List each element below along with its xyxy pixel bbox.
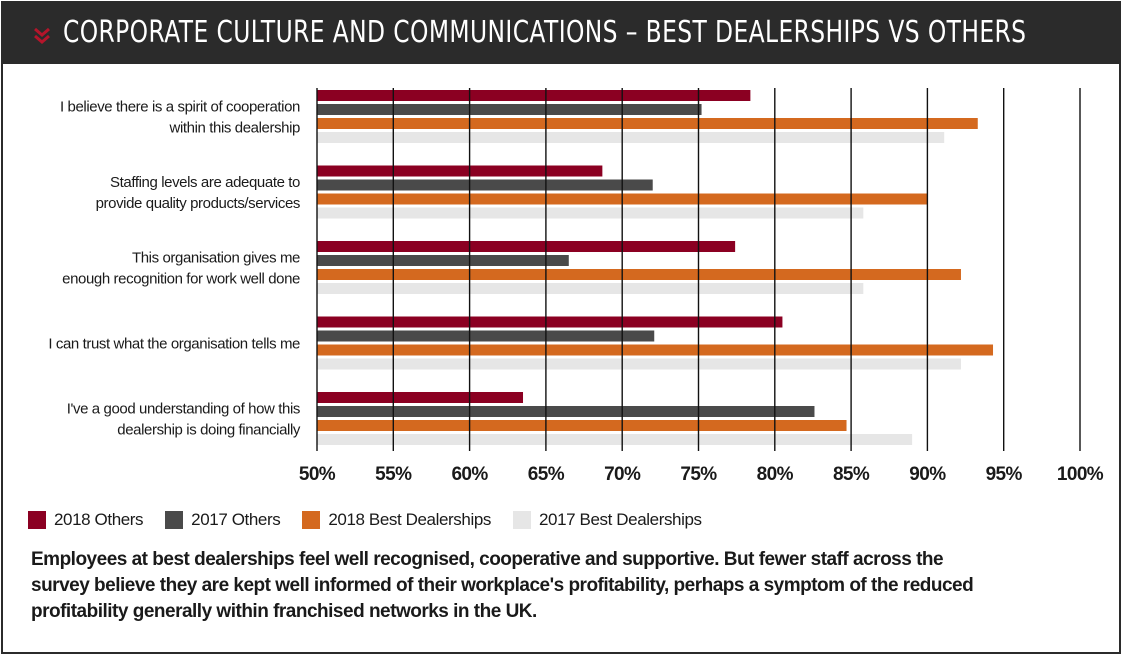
caption-line: survey believe they are kept well inform… [31, 575, 974, 596]
legend-swatch [513, 511, 531, 529]
legend-swatch [302, 511, 321, 529]
legend-item-2017-others: 2017 Others [165, 510, 281, 530]
bar [317, 330, 655, 342]
bar [317, 344, 994, 356]
x-tick-label: 90% [909, 464, 946, 485]
caption-line: profitability generally within franchise… [31, 601, 537, 622]
double-chevron-down-icon [34, 27, 50, 44]
bar [317, 269, 961, 280]
x-tick-label: 100% [1057, 464, 1104, 485]
legend-label: 2017 Others [191, 510, 281, 529]
caption-line: Employees at best dealerships feel well … [31, 549, 944, 570]
legend-label: 2018 Others [54, 510, 144, 529]
legend-swatch [165, 511, 184, 529]
bar [317, 132, 945, 143]
category-label: I can trust what the organisation tells … [48, 336, 300, 353]
bar [317, 165, 603, 177]
bar [317, 90, 751, 101]
bar [317, 434, 913, 445]
category-label: enough recognition for work well done [62, 271, 300, 288]
bar [317, 241, 736, 252]
legend: 2018 Others 2017 Others 2018 Best Dealer… [28, 509, 724, 531]
bar [317, 207, 864, 219]
legend-item-2018-others: 2018 Others [28, 510, 144, 530]
category-label: within this dealership [169, 120, 300, 137]
x-tick-label: 75% [680, 464, 717, 485]
category-label: Staffing levels are adequate to [110, 174, 300, 191]
bar [317, 358, 961, 370]
bar [317, 255, 569, 266]
bar [317, 104, 702, 115]
legend-label: 2017 Best Dealerships [539, 510, 702, 529]
legend-item-2018-best: 2018 Best Dealerships [302, 510, 491, 530]
x-tick-label: 50% [299, 464, 336, 485]
caption: Employees at best dealerships feel well … [31, 547, 1101, 625]
legend-label: 2018 Best Dealerships [328, 510, 491, 529]
x-tick-label: 65% [528, 464, 565, 485]
x-tick-label: 60% [451, 464, 488, 485]
x-tick-label: 70% [604, 464, 641, 485]
bar-chart: I believe there is a spirit of cooperati… [48, 88, 1104, 485]
category-label: I've a good understanding of how this [67, 401, 300, 418]
bar [317, 179, 653, 191]
category-label: dealership is doing financially [117, 422, 301, 439]
category-label: This organisation gives me [132, 250, 300, 267]
category-label: I believe there is a spirit of cooperati… [60, 99, 300, 116]
x-tick-label: 80% [757, 464, 794, 485]
x-tick-label: 95% [986, 464, 1023, 485]
bar [317, 316, 783, 328]
bar [317, 406, 815, 417]
legend-swatch [28, 511, 46, 529]
header-bar: CORPORATE CULTURE AND COMMUNICATIONS – B… [3, 3, 1119, 64]
bar [317, 118, 978, 129]
legend-item-2017-best: 2017 Best Dealerships [513, 510, 702, 530]
chart-title: CORPORATE CULTURE AND COMMUNICATIONS – B… [63, 15, 1027, 50]
x-tick-label: 85% [833, 464, 870, 485]
bar [317, 392, 524, 403]
x-tick-label: 55% [375, 464, 412, 485]
category-label: provide quality products/services [96, 195, 300, 212]
bar [317, 420, 847, 431]
bar [317, 283, 864, 294]
